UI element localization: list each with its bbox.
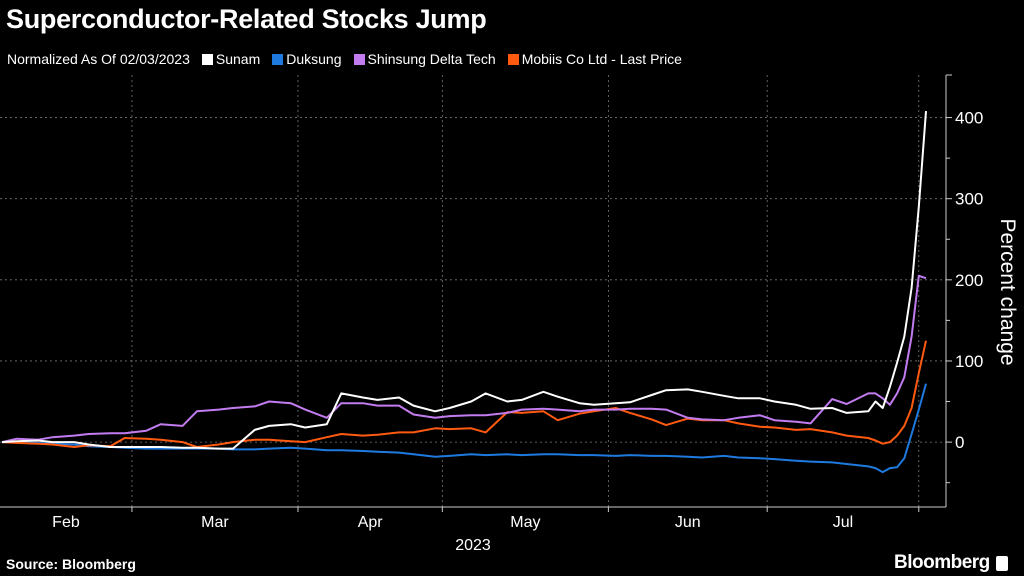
legend-swatch xyxy=(507,53,519,65)
bloomberg-mark-icon xyxy=(995,555,1008,571)
series-line-duksung xyxy=(2,383,927,474)
series-lines xyxy=(1,111,927,474)
x-axis-year: 2023 xyxy=(455,537,491,554)
x-tick-label: Mar xyxy=(201,514,229,531)
x-tick-label: Feb xyxy=(52,514,80,531)
y-axis-label: Percent change xyxy=(996,218,1019,365)
series-line-shinsung-delta-tech xyxy=(1,274,927,444)
legend-swatch xyxy=(201,53,213,65)
legend-label: Sunam xyxy=(215,51,261,67)
y-tick-label: 100 xyxy=(955,352,983,371)
legend-label: Duksung xyxy=(286,51,342,67)
y-tick-label: 200 xyxy=(955,271,983,290)
legend-label: Mobiis Co Ltd - Last Price xyxy=(521,51,682,67)
bloomberg-logo: Bloomberg xyxy=(894,552,1008,574)
chart-title: Superconductor-Related Stocks Jump xyxy=(6,4,487,34)
brand-text: Bloomberg xyxy=(894,552,990,573)
axes: 0 100 200 300 400 Feb Mar Apr May Jun Jul xyxy=(0,74,983,531)
legend: Normalized As Of 02/03/2023 Sunam Duksun… xyxy=(7,51,682,67)
x-tick-label: Jul xyxy=(833,514,853,531)
y-tick-label: 300 xyxy=(955,190,983,209)
legend-item-shinsung: Shinsung Delta Tech xyxy=(353,51,496,67)
legend-item-duksung: Duksung xyxy=(272,51,342,67)
source-note: Source: Bloomberg xyxy=(6,556,136,572)
series-line-sunam xyxy=(1,111,927,450)
legend-swatch xyxy=(272,53,284,65)
legend-item-mobiis: Mobiis Co Ltd - Last Price xyxy=(507,51,682,67)
x-tick-label: Apr xyxy=(358,514,384,531)
gridlines xyxy=(0,75,946,507)
legend-item-sunam: Sunam xyxy=(201,51,261,67)
x-tick-label: May xyxy=(510,514,540,531)
y-tick-label: 400 xyxy=(955,109,983,128)
legend-label: Shinsung Delta Tech xyxy=(367,51,496,67)
legend-note: Normalized As Of 02/03/2023 xyxy=(7,51,190,67)
x-tick-label: Jun xyxy=(675,514,701,531)
legend-swatch xyxy=(353,53,365,65)
y-tick-label: 0 xyxy=(955,433,964,452)
